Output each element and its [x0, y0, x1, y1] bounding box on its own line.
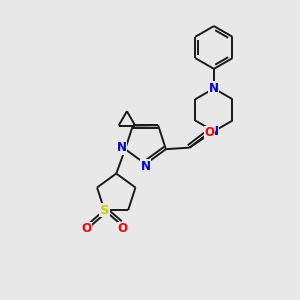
Text: N: N: [117, 141, 127, 154]
Text: S: S: [100, 204, 109, 217]
Text: O: O: [205, 126, 215, 139]
Text: N: N: [140, 160, 151, 173]
Text: O: O: [118, 222, 128, 235]
Text: N: N: [209, 82, 219, 95]
Text: N: N: [209, 125, 219, 138]
Text: O: O: [81, 222, 91, 235]
